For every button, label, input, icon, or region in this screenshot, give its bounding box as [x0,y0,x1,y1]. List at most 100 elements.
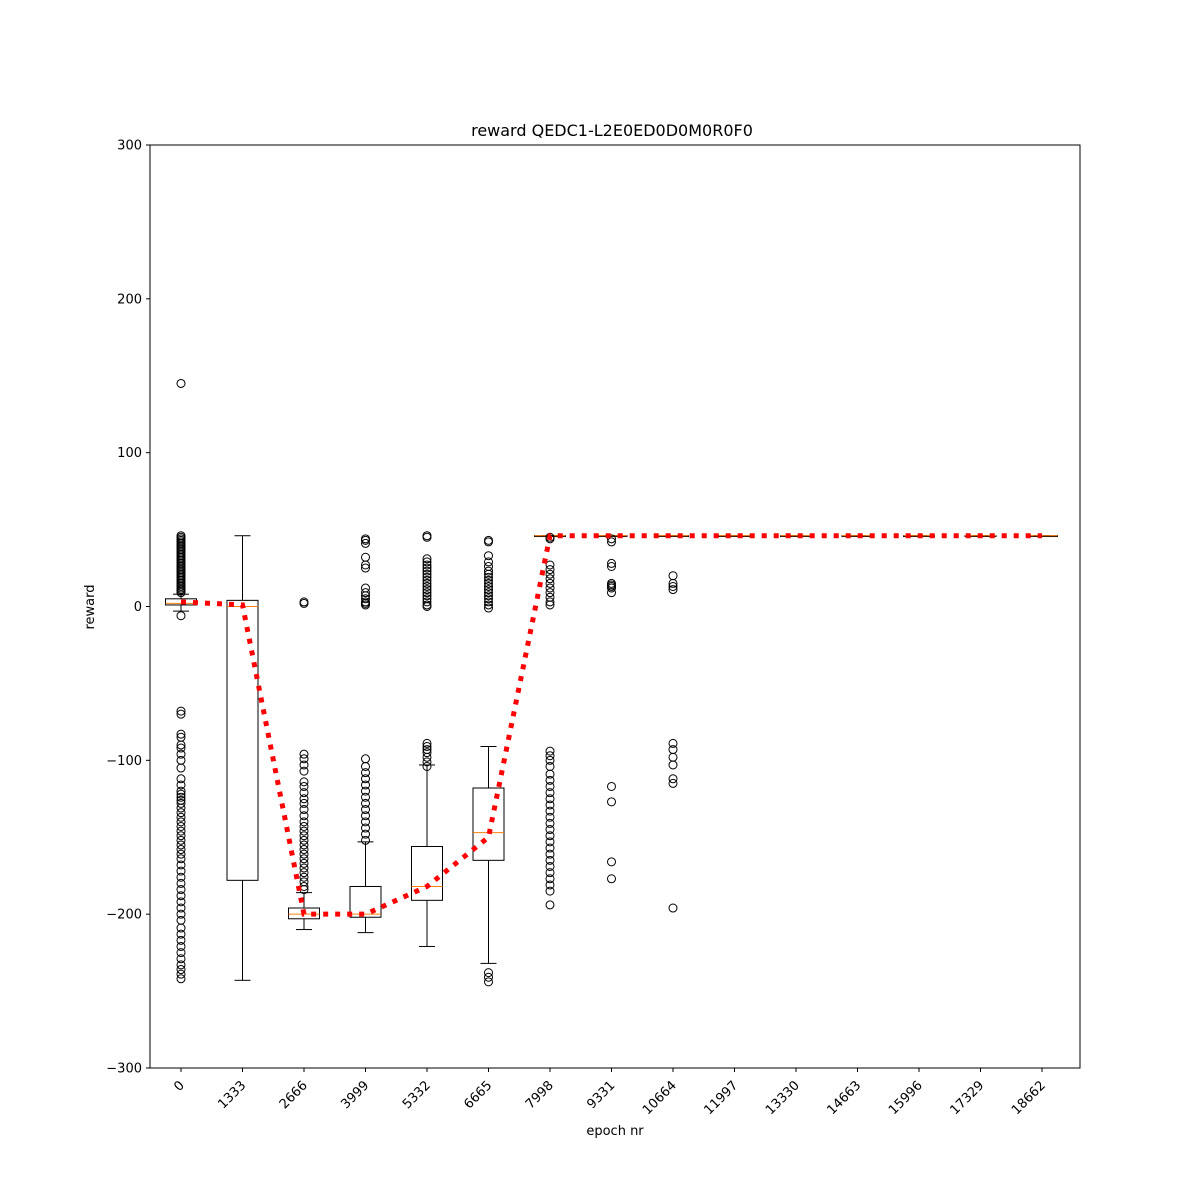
outlier-point [607,534,616,544]
x-tick-label: 15996 [886,1078,926,1118]
outlier-point [545,886,555,896]
outlier-point [299,845,309,855]
outlier-point [299,831,309,841]
outlier-point [422,572,432,582]
outlier-point [484,578,493,588]
outlier-point [299,781,309,791]
outlier-point [361,829,370,839]
outlier-point [545,597,555,607]
x-tick-label: 11997 [701,1078,741,1118]
chart-title: reward QEDC1-L2E0ED0D0M0R0F0 [471,121,753,140]
outlier-point [607,558,616,568]
outlier-point [361,535,370,545]
outlier-point [176,729,186,739]
outlier-point [545,769,555,779]
outlier-point [422,761,432,771]
outlier-point [422,591,432,601]
outlier-point [545,868,555,878]
outlier-point [176,840,186,850]
outlier-point [299,817,309,827]
outlier-point [422,532,432,542]
outlier-point [176,923,186,933]
y-tick-label: −300 [106,1062,142,1077]
outlier-point [299,798,309,808]
outlier-point [422,602,432,611]
outlier-point [299,777,309,787]
outlier-point [607,537,616,547]
mean-trend-line [180,533,1042,917]
outlier-point [299,872,309,882]
outlier-point [361,761,370,771]
y-axis: −300 −200 −100 0 100 200 300 [106,139,150,1077]
outlier-point [668,903,678,913]
outlier-point [668,778,678,788]
outlier-point [176,885,186,895]
outlier-point [299,805,309,815]
outlier-point [545,794,555,804]
outlier-point [299,749,309,759]
outlier-point [176,860,186,870]
box-1333 [226,535,259,981]
box-iqr [411,845,443,901]
outlier-point [607,588,616,598]
x-axis-label: epoch nr [586,1124,644,1139]
outlier-point [361,805,370,815]
outlier-point [176,780,186,790]
y-tick-label: −200 [106,908,142,923]
outlier-point [545,855,555,865]
outlier-point [176,588,186,598]
x-tick-label: 5332 [400,1078,434,1112]
x-tick-label: 14663 [824,1078,864,1118]
outlier-point [545,560,555,570]
outlier-point [176,929,186,939]
outlier-point [668,760,678,770]
outlier-point [545,861,555,871]
outlier-point [484,597,493,607]
outlier-point [299,854,309,864]
outlier-point [545,800,555,810]
outlier-point [176,798,186,808]
box-3999 [349,841,382,934]
outlier-point [299,794,309,804]
outlier-point [668,774,678,784]
outlier-point [545,849,555,859]
outlier-point [361,817,370,827]
y-tick-label: 0 [134,600,142,615]
outlier-point [422,560,432,570]
outlier-point [422,748,432,758]
outlier-point [422,582,432,592]
box-iqr [288,907,320,920]
outlier-point [545,825,555,835]
outlier-point [299,754,309,764]
outlier-point [484,977,493,987]
outlier-point [299,760,309,770]
outlier-point [668,578,678,588]
outlier-point [545,565,555,575]
outlier-point [361,835,370,845]
outlier-point [545,746,555,756]
outlier-point [422,757,432,767]
outlier-point [176,743,186,753]
outlier-point [176,789,186,799]
outlier-point [545,588,555,598]
x-tick-label: 0 [171,1078,187,1094]
outlier-point [361,792,370,802]
outlier-point [361,774,370,784]
x-tick-label: 9331 [584,1078,618,1112]
outlier-point [484,569,493,579]
outlier-point [361,768,370,778]
outlier-point [545,812,555,822]
outlier-point [545,880,555,890]
outlier-point [361,588,370,598]
outlier-point [176,872,186,882]
outlier-point [484,588,493,598]
box-10664 [657,535,689,538]
outlier-point [176,909,186,919]
outlier-point [176,817,186,827]
x-tick-label: 17329 [947,1078,987,1118]
outlier-point [545,569,555,579]
x-tick-label: 6665 [461,1078,495,1112]
outlier-point [176,831,186,841]
outlier-point [422,569,432,579]
outlier-point [299,821,309,831]
